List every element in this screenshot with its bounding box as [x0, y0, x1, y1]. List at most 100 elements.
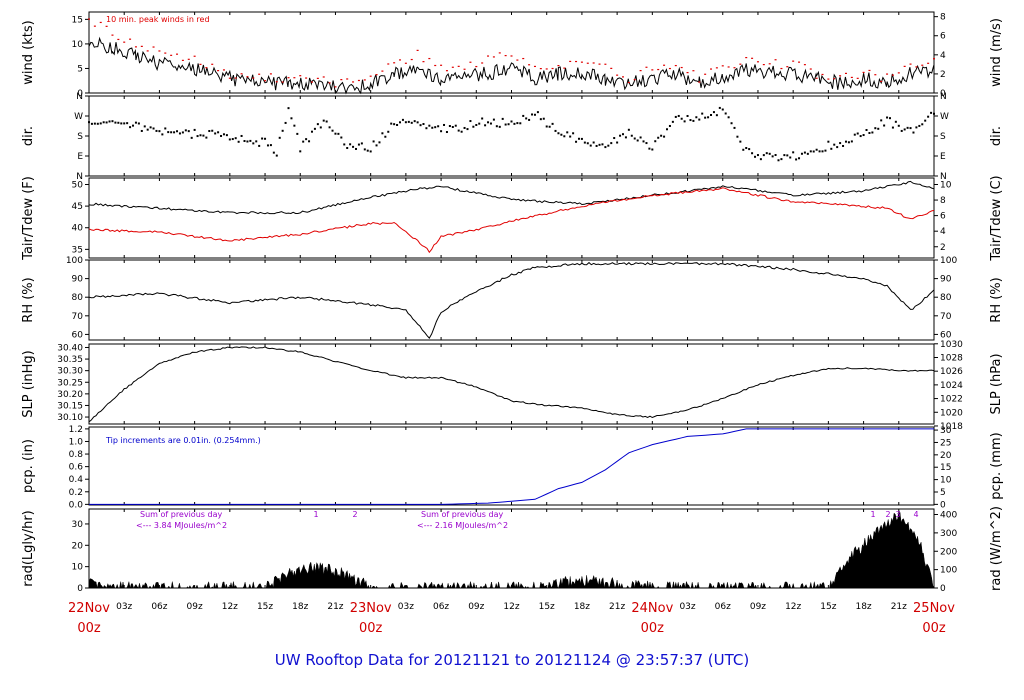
peak-wind-point — [199, 63, 202, 65]
y-tick-label-left: 10 — [72, 40, 84, 50]
peak-wind-point — [240, 73, 243, 75]
dir-point — [842, 144, 845, 147]
y-tick-label-right: 20 — [940, 451, 952, 461]
dir-point — [539, 118, 542, 121]
y-tick-label-left: 20 — [72, 541, 84, 551]
dir-point — [674, 115, 677, 118]
peak-wind-point — [651, 69, 654, 71]
dir-point — [190, 136, 193, 139]
dir-point — [114, 121, 117, 124]
dir-point — [812, 150, 815, 153]
peak-wind-point — [375, 74, 378, 76]
dir-point — [293, 124, 296, 127]
y-axis-label-right: dir. — [989, 126, 1004, 146]
dir-point — [478, 122, 481, 125]
dir-point — [481, 117, 484, 120]
dir-point — [475, 124, 478, 127]
dir-point — [181, 131, 184, 134]
dir-point — [149, 126, 152, 129]
panel-frame — [88, 177, 935, 259]
peak-wind-point — [921, 64, 924, 66]
y-tick-label-right: 400 — [940, 511, 957, 521]
day-date-label: 24Nov — [631, 601, 673, 616]
peak-wind-point — [516, 59, 519, 61]
peak-wind-point — [428, 57, 431, 60]
peak-wind-point — [181, 59, 184, 61]
dir-point — [507, 123, 510, 126]
peak-wind-point — [310, 81, 313, 83]
dir-point — [231, 138, 234, 141]
dir-point — [918, 124, 921, 127]
y-tick-label-right: 25 — [940, 438, 951, 448]
rad-sum-value: <--- 3.84 MJoules/m^2 — [136, 521, 227, 530]
dir-point — [586, 142, 589, 145]
rad-sum-label: Sum of previous day — [421, 510, 503, 519]
dir-point — [683, 120, 686, 123]
peak-wind-point — [299, 75, 302, 77]
dir-point — [349, 143, 352, 146]
peak-wind-point — [598, 63, 601, 65]
peak-wind-point — [88, 18, 90, 20]
dir-point — [167, 131, 170, 134]
dir-point — [569, 135, 572, 138]
x-tick-label: 18z — [574, 602, 590, 612]
dir-point — [894, 120, 897, 123]
dir-point — [357, 143, 360, 146]
x-tick-label: 03z — [398, 602, 414, 612]
day-hour-label: 00z — [77, 621, 101, 636]
y-tick-label-right: E — [940, 152, 946, 162]
y-tick-label-right: 1018 — [940, 422, 963, 432]
x-tick-label: 21z — [891, 602, 907, 612]
peak-wind-point — [733, 67, 736, 69]
y-tick-label-left: 1.0 — [69, 437, 84, 447]
y-tick-label-left: 30.15 — [57, 401, 83, 411]
dir-point — [152, 127, 155, 130]
peak-wind-point — [264, 80, 267, 82]
peak-wind-point — [762, 64, 765, 66]
peak-wind-point — [404, 62, 407, 64]
dir-point — [865, 129, 868, 132]
x-tick-label: 09z — [468, 602, 484, 612]
y-tick-label-right: 4 — [940, 227, 946, 237]
peak-wind-point — [856, 77, 859, 79]
dir-point — [654, 140, 657, 143]
dir-point — [434, 126, 437, 129]
peak-wind-point — [633, 79, 636, 81]
peak-wind-point — [217, 70, 220, 72]
peak-wind-point — [833, 78, 836, 80]
y-tick-label-right: S — [940, 132, 946, 142]
peak-wind-point — [768, 63, 771, 65]
dir-point — [469, 120, 472, 123]
peak-wind-point — [909, 63, 912, 65]
wind-annotation: 10 min. peak winds in red — [106, 15, 210, 24]
dir-point — [93, 122, 96, 125]
peak-wind-point — [352, 81, 355, 83]
peak-wind-point — [604, 63, 607, 65]
dir-point — [774, 154, 777, 157]
y-tick-label-left: 30.40 — [57, 343, 83, 353]
dir-point — [745, 147, 748, 150]
peak-wind-point — [545, 68, 548, 70]
dir-point — [352, 145, 355, 148]
peak-wind-point — [445, 70, 448, 72]
dir-point — [783, 154, 786, 157]
y-tick-label-right: 6 — [940, 32, 946, 42]
peak-wind-point — [152, 46, 155, 48]
y-tick-label-left: 0.4 — [69, 475, 84, 485]
dir-point — [102, 121, 105, 124]
dir-point — [419, 124, 422, 127]
dir-point — [800, 152, 803, 155]
peak-wind-point — [575, 60, 578, 63]
dir-point — [88, 121, 90, 124]
dir-point — [390, 122, 393, 125]
y-tick-label-left: 30.30 — [57, 367, 83, 377]
peak-wind-point — [839, 75, 842, 77]
y-tick-label-right: 1028 — [940, 353, 963, 363]
dir-point — [847, 141, 850, 144]
y-tick-label-left: W — [74, 112, 83, 122]
peak-wind-point — [93, 25, 96, 27]
dir-point — [771, 155, 774, 158]
series-Tair — [88, 180, 935, 215]
peak-wind-point — [105, 25, 108, 27]
dir-point — [636, 139, 639, 142]
